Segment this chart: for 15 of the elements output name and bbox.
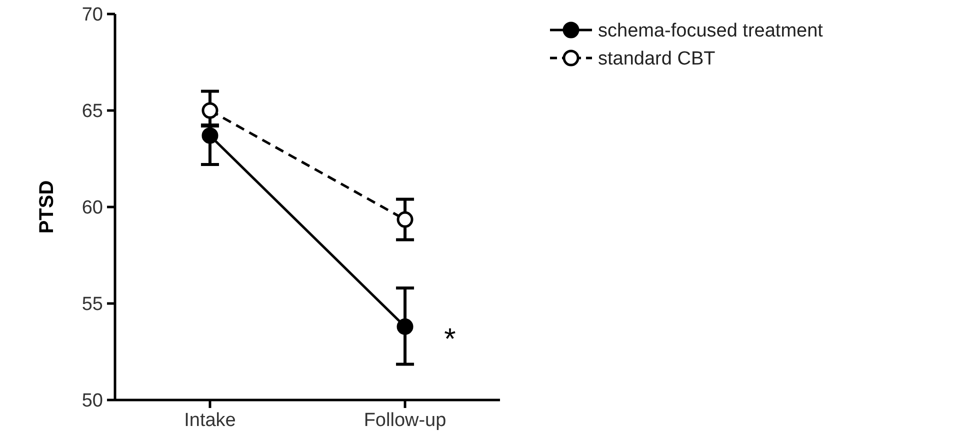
point (202, 102, 218, 119)
y-tick-label: 65 (82, 101, 103, 122)
y-tick-label: 50 (82, 390, 103, 412)
y-axis-title: PTSD (36, 180, 58, 234)
legend-label: schema-focused treatment (598, 20, 824, 42)
y-tick-label: 70 (82, 4, 103, 26)
x-tick-label: Intake (184, 410, 236, 431)
y-tick-label: 60 (82, 198, 103, 219)
y-tick-label: 55 (82, 294, 103, 316)
annotation: * (444, 323, 456, 356)
x-tick-label: Follow-up (364, 410, 446, 431)
legend-label: standard CBT (598, 48, 716, 70)
point (396, 318, 414, 335)
point (396, 211, 414, 228)
point (202, 127, 218, 144)
